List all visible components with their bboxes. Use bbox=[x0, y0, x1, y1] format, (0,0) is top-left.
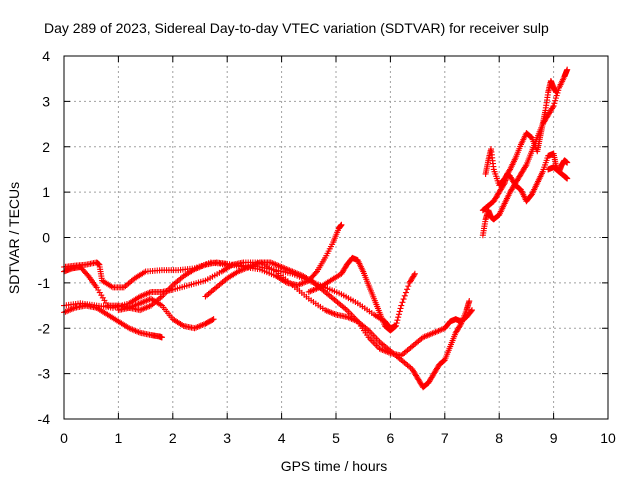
data-point bbox=[468, 308, 475, 315]
data-point bbox=[338, 221, 345, 228]
data-point bbox=[549, 104, 556, 111]
plot-frame bbox=[63, 55, 609, 420]
x-tick-label: 4 bbox=[278, 430, 286, 446]
data-point bbox=[564, 175, 571, 182]
data-point bbox=[564, 66, 571, 73]
x-tick-label: 2 bbox=[169, 430, 177, 446]
data-point bbox=[400, 296, 407, 303]
y-axis-label: SDTVAR / TECUs bbox=[6, 182, 22, 294]
x-tick-label: 0 bbox=[60, 430, 68, 446]
data-point bbox=[411, 270, 418, 277]
data-point bbox=[522, 163, 529, 170]
data-point bbox=[209, 316, 216, 323]
x-tick-label: 5 bbox=[332, 430, 340, 446]
data-point bbox=[500, 181, 507, 188]
x-tick-labels: 0 1 2 3 4 5 6 7 8 9 10 bbox=[60, 430, 616, 446]
series-arc-7 bbox=[305, 254, 399, 334]
y-tick-labels: -4 -3 -2 -1 0 1 2 3 4 bbox=[38, 48, 51, 427]
data-point bbox=[392, 323, 399, 330]
series-arc-10 bbox=[479, 150, 571, 214]
series-arc-11 bbox=[545, 164, 571, 182]
data-point bbox=[411, 272, 418, 279]
x-tick-label: 8 bbox=[495, 430, 503, 446]
y-tick-label: 3 bbox=[42, 93, 50, 109]
data-point bbox=[402, 289, 409, 296]
data-point bbox=[394, 317, 401, 324]
data-point bbox=[397, 305, 404, 312]
data-point bbox=[398, 302, 405, 309]
data-point bbox=[553, 89, 560, 96]
x-tick-label: 6 bbox=[387, 430, 395, 446]
y-tick-label: -4 bbox=[38, 411, 51, 427]
data-point bbox=[405, 283, 412, 290]
x-tick-label: 7 bbox=[441, 430, 449, 446]
data-point bbox=[312, 269, 319, 276]
data-point bbox=[396, 308, 403, 315]
series-arc-5 bbox=[115, 295, 217, 332]
data-point bbox=[395, 311, 402, 318]
data-point bbox=[401, 292, 408, 299]
data-point bbox=[404, 286, 411, 293]
series-arc-4 bbox=[61, 302, 165, 341]
data-point bbox=[552, 95, 559, 102]
data-point bbox=[392, 322, 399, 329]
chart-title: Day 289 of 2023, Sidereal Day-to-day VTE… bbox=[44, 20, 549, 36]
x-tick-label: 9 bbox=[550, 430, 558, 446]
x-tick-label: 1 bbox=[115, 430, 123, 446]
data-point bbox=[466, 298, 473, 305]
data-point bbox=[393, 320, 400, 327]
data-series bbox=[61, 66, 571, 391]
data-point bbox=[158, 334, 165, 341]
x-tick-label: 10 bbox=[600, 430, 616, 446]
y-tick-label: -3 bbox=[38, 366, 51, 382]
data-point bbox=[395, 314, 402, 321]
y-tick-label: 2 bbox=[42, 139, 50, 155]
y-tick-label: 0 bbox=[42, 230, 50, 246]
data-point bbox=[399, 299, 406, 306]
y-tick-label: -2 bbox=[38, 320, 51, 336]
series-arc-6 bbox=[202, 259, 475, 359]
data-point bbox=[564, 159, 571, 166]
data-point bbox=[552, 97, 559, 104]
data-point bbox=[210, 316, 217, 323]
data-point bbox=[551, 100, 558, 107]
x-axis-label: GPS time / hours bbox=[281, 458, 388, 474]
y-tick-label: 4 bbox=[42, 48, 50, 64]
series-arc-9 bbox=[482, 77, 560, 189]
y-tick-label: -1 bbox=[38, 275, 51, 291]
y-tick-label: 1 bbox=[42, 184, 50, 200]
data-point bbox=[469, 307, 475, 314]
data-point bbox=[550, 102, 557, 109]
x-tick-label: 3 bbox=[223, 430, 231, 446]
